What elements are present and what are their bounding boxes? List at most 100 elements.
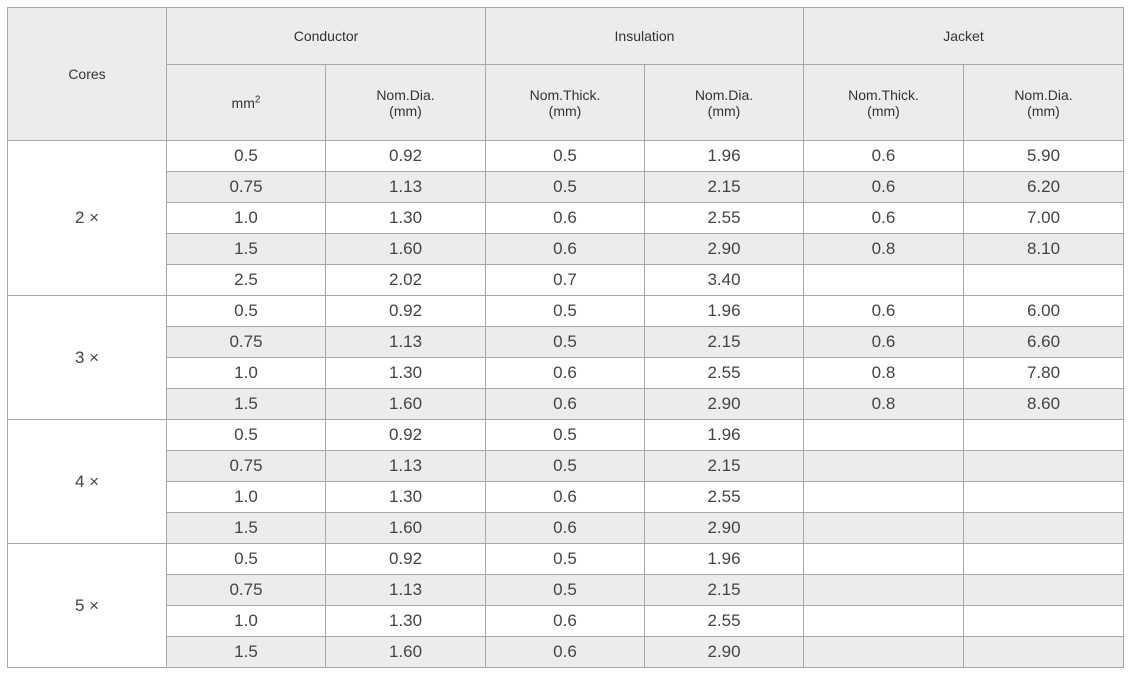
jacket-nom-dia-cell: 5.90: [963, 140, 1124, 172]
insulation-nom-dia-cell: 2.55: [644, 202, 804, 234]
jacket-nom-dia-cell: [963, 605, 1124, 637]
conductor-mm2-cell: 0.75: [166, 326, 326, 358]
jacket-nom-dia-cell: 7.00: [963, 202, 1124, 234]
header-insulation: Insulation: [485, 7, 804, 65]
header-ins-nom-thick-label: Nom.Thick.: [529, 86, 601, 103]
insulation-nom-thick-cell: 0.5: [485, 295, 645, 327]
conductor-nom-dia-cell: 0.92: [325, 140, 486, 172]
conductor-mm2-cell: 0.5: [166, 543, 326, 575]
conductor-mm2-cell: 0.5: [166, 419, 326, 451]
jacket-nom-thick-cell: [803, 636, 964, 668]
table-row: 3 × 0.5 0.92 0.5 1.96 0.6 6.00: [7, 295, 1124, 420]
insulation-nom-dia-cell: 2.15: [644, 450, 804, 482]
header-jac-nom-dia-label: Nom.Dia.: [1014, 86, 1073, 103]
jacket-nom-dia-cell: [963, 481, 1124, 513]
jacket-nom-thick-cell: 0.6: [803, 171, 964, 203]
header-ins-nom-thick-unit: (mm): [548, 102, 582, 119]
conductor-nom-dia-cell: 1.60: [325, 388, 486, 420]
jacket-nom-dia-cell: 8.60: [963, 388, 1124, 420]
conductor-mm2-cell: 0.75: [166, 450, 326, 482]
conductor-mm2-cell: 1.0: [166, 357, 326, 389]
table-row: 2.5 2.02 0.7 3.40: [8, 264, 1124, 296]
conductor-nom-dia-cell: 0.92: [325, 295, 486, 327]
jacket-nom-thick-cell: [803, 450, 964, 482]
header-cond-nom-dia-label: Nom.Dia.: [376, 86, 435, 103]
insulation-nom-dia-cell: 2.90: [644, 512, 804, 544]
table-row: 1.0 1.30 0.6 2.55 0.8 7.80: [8, 357, 1124, 389]
insulation-nom-dia-cell: 2.15: [644, 326, 804, 358]
table-row: 5 × 0.5 0.92 0.5 1.96: [7, 543, 1124, 668]
insulation-nom-thick-cell: 0.7: [485, 264, 645, 296]
header-conductor-mm2: mm2: [166, 64, 326, 141]
conductor-nom-dia-cell: 1.30: [325, 202, 486, 234]
insulation-nom-thick-cell: 0.5: [485, 171, 645, 203]
conductor-nom-dia-cell: 1.30: [325, 605, 486, 637]
header-jacket-nom-thick: Nom.Thick. (mm): [803, 64, 964, 141]
cores-cell: 4 ×: [7, 419, 167, 544]
table-row: 1.5 1.60 0.6 2.90: [8, 636, 1124, 668]
table-row: 0.75 1.13 0.5 2.15 0.6 6.60: [8, 326, 1124, 358]
table-row: 0.75 1.13 0.5 2.15: [8, 574, 1124, 606]
conductor-mm2-cell: 0.75: [166, 574, 326, 606]
conductor-nom-dia-cell: 1.13: [325, 326, 486, 358]
conductor-mm2-cell: 1.5: [166, 388, 326, 420]
conductor-nom-dia-cell: 1.60: [325, 233, 486, 265]
jacket-nom-dia-cell: [963, 264, 1124, 296]
header-jac-nom-thick-unit: (mm): [867, 102, 900, 119]
conductor-nom-dia-cell: 1.13: [325, 574, 486, 606]
header-ins-nom-dia-unit: (mm): [707, 102, 741, 119]
conductor-nom-dia-cell: 1.30: [325, 481, 486, 513]
insulation-nom-dia-cell: 2.90: [644, 636, 804, 668]
insulation-nom-thick-cell: 0.6: [485, 357, 645, 389]
table-row: 0.75 1.13 0.5 2.15 0.6 6.20: [8, 171, 1124, 203]
jacket-nom-thick-cell: 0.6: [803, 326, 964, 358]
jacket-nom-thick-cell: 0.6: [803, 202, 964, 234]
conductor-nom-dia-cell: 1.30: [325, 357, 486, 389]
conductor-mm2-cell: 0.75: [166, 171, 326, 203]
conductor-mm2-cell: 1.0: [166, 481, 326, 513]
jacket-nom-dia-cell: [963, 543, 1124, 575]
insulation-nom-thick-cell: 0.6: [485, 388, 645, 420]
insulation-nom-dia-cell: 1.96: [644, 419, 804, 451]
insulation-nom-dia-cell: 2.15: [644, 574, 804, 606]
insulation-nom-dia-cell: 1.96: [644, 140, 804, 172]
insulation-nom-thick-cell: 0.6: [485, 481, 645, 513]
header-insulation-nom-thick: Nom.Thick. (mm): [485, 64, 645, 141]
table-row: 1.5 1.60 0.6 2.90 0.8 8.60: [8, 388, 1124, 420]
insulation-nom-thick-cell: 0.6: [485, 636, 645, 668]
insulation-nom-thick-cell: 0.5: [485, 543, 645, 575]
conductor-nom-dia-cell: 1.13: [325, 171, 486, 203]
jacket-nom-thick-cell: 0.8: [803, 233, 964, 265]
conductor-mm2-cell: 1.5: [166, 512, 326, 544]
conductor-nom-dia-cell: 1.60: [325, 512, 486, 544]
table-row: 1.5 1.60 0.6 2.90 0.8 8.10: [8, 233, 1124, 265]
header-jac-nom-dia-unit: (mm): [1027, 102, 1060, 119]
table-row: 1.0 1.30 0.6 2.55 0.6 7.00: [8, 202, 1124, 234]
table-row: 1.0 1.30 0.6 2.55: [8, 605, 1124, 637]
jacket-nom-dia-cell: [963, 574, 1124, 606]
table-row: 0.75 1.13 0.5 2.15: [8, 450, 1124, 482]
jacket-nom-thick-cell: [803, 543, 964, 575]
conductor-nom-dia-cell: 1.13: [325, 450, 486, 482]
jacket-nom-dia-cell: 6.20: [963, 171, 1124, 203]
cores-cell: 3 ×: [7, 295, 167, 420]
jacket-nom-thick-cell: [803, 512, 964, 544]
insulation-nom-thick-cell: 0.5: [485, 574, 645, 606]
jacket-nom-dia-cell: [963, 636, 1124, 668]
jacket-nom-thick-cell: 0.6: [803, 140, 964, 172]
insulation-nom-thick-cell: 0.6: [485, 233, 645, 265]
table-body: 2 × 0.5 0.92 0.5 1.96 0.6 5.90 0.75 1.13 0.5 2.15 0…: [7, 140, 1124, 668]
insulation-nom-dia-cell: 2.55: [644, 605, 804, 637]
insulation-nom-dia-cell: 2.90: [644, 388, 804, 420]
conductor-mm2-cell: 1.5: [166, 636, 326, 668]
insulation-nom-thick-cell: 0.6: [485, 512, 645, 544]
conductor-nom-dia-cell: 2.02: [325, 264, 486, 296]
jacket-nom-thick-cell: [803, 481, 964, 513]
header-jacket: Jacket: [803, 7, 1124, 65]
table-row: 2 × 0.5 0.92 0.5 1.96 0.6 5.90: [7, 140, 1124, 296]
conductor-nom-dia-cell: 0.92: [325, 419, 486, 451]
insulation-nom-dia-cell: 2.55: [644, 481, 804, 513]
cores-cell: 5 ×: [7, 543, 167, 668]
insulation-nom-thick-cell: 0.5: [485, 419, 645, 451]
jacket-nom-dia-cell: 7.80: [963, 357, 1124, 389]
